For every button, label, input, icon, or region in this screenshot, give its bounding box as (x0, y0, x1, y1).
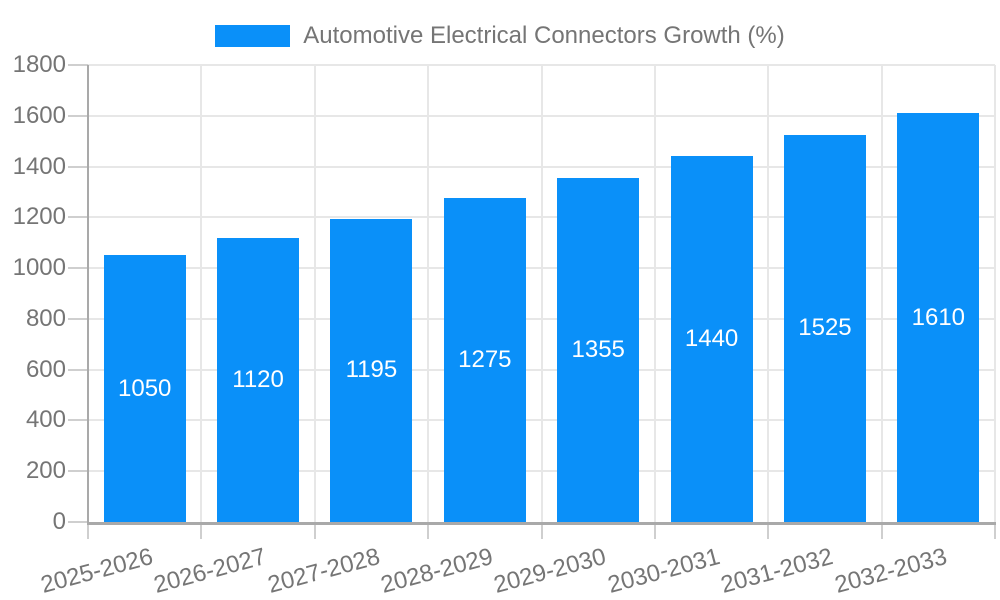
x-axis-tick (653, 524, 656, 539)
bar[interactable] (330, 218, 413, 522)
y-axis-label: 1800 (12, 51, 66, 78)
bar[interactable] (103, 255, 186, 522)
bar[interactable] (217, 237, 300, 522)
bar[interactable] (670, 156, 753, 522)
legend-swatch (215, 25, 291, 47)
y-axis-label: 600 (25, 355, 66, 383)
y-axis-label: 0 (52, 508, 66, 535)
bar-value-label: 1275 (458, 346, 512, 374)
y-axis-tick (68, 317, 88, 320)
bar[interactable] (783, 134, 866, 522)
y-axis-tick (68, 368, 88, 371)
y-axis-tick (68, 216, 88, 219)
y-axis-label: 1400 (12, 152, 66, 180)
grid-line-vertical (994, 65, 996, 522)
y-axis-tick (68, 521, 88, 523)
y-axis-tick (68, 165, 88, 168)
legend-item[interactable]: Automotive Electrical Connectors Growth … (0, 22, 1000, 50)
x-axis-tick (427, 524, 430, 539)
x-axis-tick (880, 524, 883, 539)
x-axis-label: 2025-2026 (37, 543, 156, 599)
x-axis-label: 2027-2028 (264, 543, 383, 599)
x-axis-label: 2031-2032 (718, 543, 836, 599)
bar-value-label: 1525 (798, 314, 852, 342)
x-axis-tick (200, 524, 203, 539)
y-axis-label: 800 (25, 304, 66, 332)
x-axis-tick (313, 524, 316, 539)
x-axis-label: 2026-2027 (151, 543, 270, 599)
y-axis-tick (68, 470, 88, 473)
x-axis-label: 2029-2030 (491, 543, 610, 599)
bar-value-label: 1355 (571, 335, 625, 363)
y-axis-label: 200 (25, 457, 66, 485)
grid-line-vertical (653, 65, 656, 522)
x-axis-tick (994, 524, 996, 539)
grid-line-vertical (427, 65, 430, 522)
y-axis-tick (68, 267, 88, 270)
y-axis-label: 1000 (12, 254, 66, 282)
y-axis-line (87, 65, 89, 525)
y-axis-label: 400 (25, 406, 66, 434)
y-axis-tick (68, 64, 88, 66)
x-axis-tick (87, 524, 89, 539)
grid-line-vertical (880, 65, 883, 522)
y-axis-label: 1200 (12, 203, 66, 231)
x-axis-label: 2032-2033 (831, 543, 950, 599)
bar[interactable] (443, 198, 526, 522)
x-axis-label: 2030-2031 (604, 543, 723, 599)
y-axis-label: 1600 (12, 101, 66, 129)
legend-label: Automotive Electrical Connectors Growth … (303, 22, 785, 49)
bar[interactable] (897, 113, 980, 522)
x-axis-line (87, 522, 996, 525)
bar-value-label: 1050 (117, 374, 172, 402)
y-axis-tick (68, 419, 88, 422)
bar-value-label: 1195 (345, 356, 398, 384)
bar-value-label: 1440 (684, 325, 739, 353)
y-axis-tick (68, 114, 88, 117)
x-axis-tick (540, 524, 543, 539)
grid-line-vertical (200, 65, 203, 522)
bar[interactable] (557, 177, 640, 522)
x-axis-tick (767, 524, 770, 539)
bar-value-label: 1120 (232, 365, 284, 393)
grid-line-vertical (767, 65, 770, 522)
grid-line-vertical (540, 65, 543, 522)
grid-line-vertical (313, 65, 316, 522)
bar-value-label: 1610 (911, 303, 966, 331)
x-axis-label: 2028-2029 (377, 543, 496, 599)
